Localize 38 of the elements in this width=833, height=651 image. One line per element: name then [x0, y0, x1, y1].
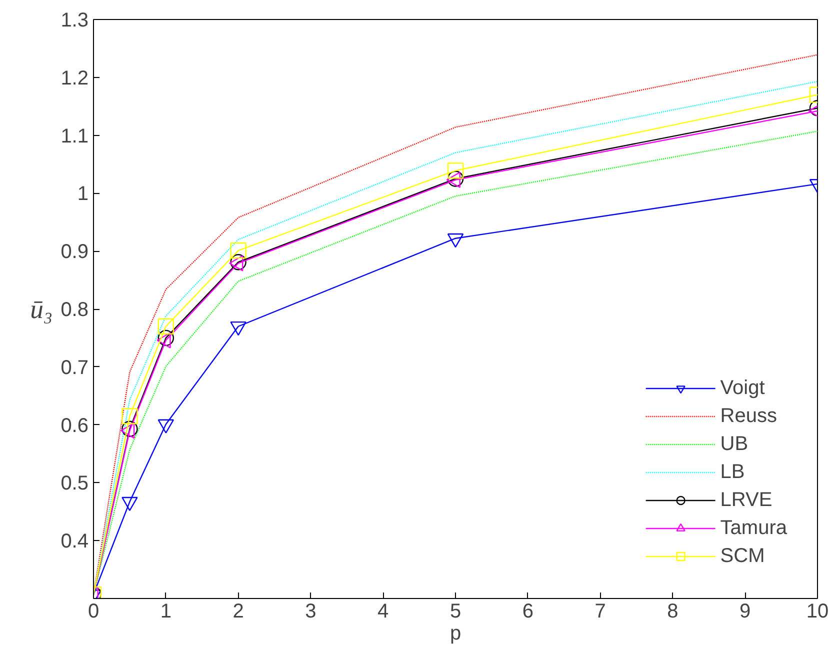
x-tick-label: 9	[740, 600, 751, 622]
y-tick-label: 1.3	[60, 10, 89, 32]
point	[230, 242, 246, 259]
y-tick-label: 0.4	[60, 530, 89, 553]
x-tick-label: 7	[594, 600, 606, 622]
x-tick-label: 4	[378, 600, 389, 622]
y-tick-label: 0.8	[60, 299, 89, 321]
y-tick-label: 0.5	[60, 472, 89, 495]
legend-label: LB	[720, 460, 745, 484]
legend-label: Reuss	[720, 404, 777, 428]
x-tick-label: 3	[305, 600, 316, 622]
y-tick-label: 0.6	[60, 414, 89, 437]
y-tick-label: 0.7	[60, 356, 89, 379]
point	[229, 255, 244, 272]
y-tick-label: 1	[77, 183, 88, 206]
point	[122, 408, 138, 424]
x-tick-label: 10	[806, 600, 829, 622]
x-axis-title: p	[450, 622, 462, 644]
legend-label: Tamura	[720, 516, 787, 540]
point	[230, 254, 246, 270]
point	[158, 318, 174, 334]
legend-label: SCM	[720, 544, 765, 568]
legend-label: LRVE	[720, 488, 772, 512]
y-tick-label: 0.9	[60, 241, 89, 264]
legend-label: UB	[720, 432, 748, 456]
x-tick-label: 8	[667, 600, 678, 622]
x-tick-label: 2	[232, 600, 244, 622]
y-tick-label: 1.1	[60, 125, 89, 148]
point	[158, 330, 174, 346]
x-tick-label: 0	[88, 600, 100, 622]
point	[446, 172, 460, 188]
x-tick-label: 5	[450, 600, 462, 622]
y-tick-label: 1.2	[60, 67, 89, 90]
x-tick-label: 6	[522, 600, 534, 622]
x-tick-label: 1	[160, 600, 172, 622]
y-axis-title: ū₃	[30, 294, 53, 324]
legend-label: Voigt	[720, 376, 765, 400]
point	[122, 420, 138, 437]
